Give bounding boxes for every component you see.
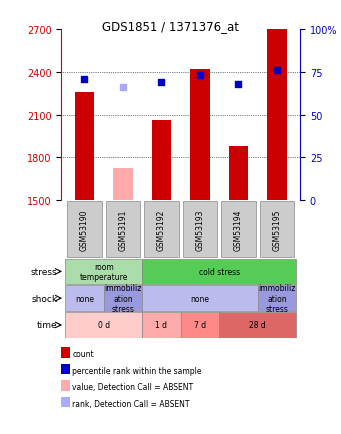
Text: GSM53194: GSM53194 <box>234 209 243 250</box>
Bar <box>219 312 296 338</box>
Point <box>120 85 126 92</box>
Text: GSM53191: GSM53191 <box>118 209 128 250</box>
Bar <box>152 121 171 200</box>
Bar <box>142 259 296 285</box>
Text: 7 d: 7 d <box>194 321 206 330</box>
Text: 0 d: 0 d <box>98 321 110 330</box>
Text: immobiliz
ation
stress: immobiliz ation stress <box>104 284 142 313</box>
Text: value, Detection Call = ABSENT: value, Detection Call = ABSENT <box>72 382 193 391</box>
Bar <box>65 259 142 285</box>
Text: count: count <box>72 349 94 358</box>
Bar <box>113 169 133 200</box>
FancyBboxPatch shape <box>260 201 294 257</box>
Bar <box>190 70 210 200</box>
Bar <box>65 312 142 338</box>
FancyBboxPatch shape <box>183 201 217 257</box>
Bar <box>142 312 181 338</box>
Bar <box>104 286 142 311</box>
Point <box>197 73 203 80</box>
Point <box>159 79 164 86</box>
Bar <box>229 146 248 200</box>
Text: none: none <box>75 294 94 303</box>
Bar <box>258 286 296 311</box>
FancyBboxPatch shape <box>106 201 140 257</box>
Bar <box>142 286 258 311</box>
Bar <box>267 30 286 200</box>
Point <box>82 76 87 83</box>
Text: room
temperature: room temperature <box>79 262 128 282</box>
Text: GDS1851 / 1371376_at: GDS1851 / 1371376_at <box>102 20 239 33</box>
Bar <box>75 92 94 200</box>
FancyBboxPatch shape <box>144 201 179 257</box>
Text: shock: shock <box>31 294 58 303</box>
Point <box>236 81 241 88</box>
FancyBboxPatch shape <box>67 201 102 257</box>
Text: GSM53190: GSM53190 <box>80 209 89 250</box>
Text: 1 d: 1 d <box>155 321 167 330</box>
Text: 28 d: 28 d <box>249 321 266 330</box>
Text: rank, Detection Call = ABSENT: rank, Detection Call = ABSENT <box>72 399 190 408</box>
Text: cold stress: cold stress <box>199 267 240 276</box>
Bar <box>65 286 104 311</box>
Text: GSM53193: GSM53193 <box>195 209 205 250</box>
Text: none: none <box>191 294 209 303</box>
Text: percentile rank within the sample: percentile rank within the sample <box>72 366 202 375</box>
Point <box>274 68 280 75</box>
Text: GSM53195: GSM53195 <box>272 209 281 250</box>
Text: immobiliz
ation
stress: immobiliz ation stress <box>258 284 296 313</box>
FancyBboxPatch shape <box>221 201 256 257</box>
Text: GSM53192: GSM53192 <box>157 209 166 250</box>
Text: stress: stress <box>31 267 58 276</box>
Bar <box>181 312 219 338</box>
Text: time: time <box>37 321 58 330</box>
